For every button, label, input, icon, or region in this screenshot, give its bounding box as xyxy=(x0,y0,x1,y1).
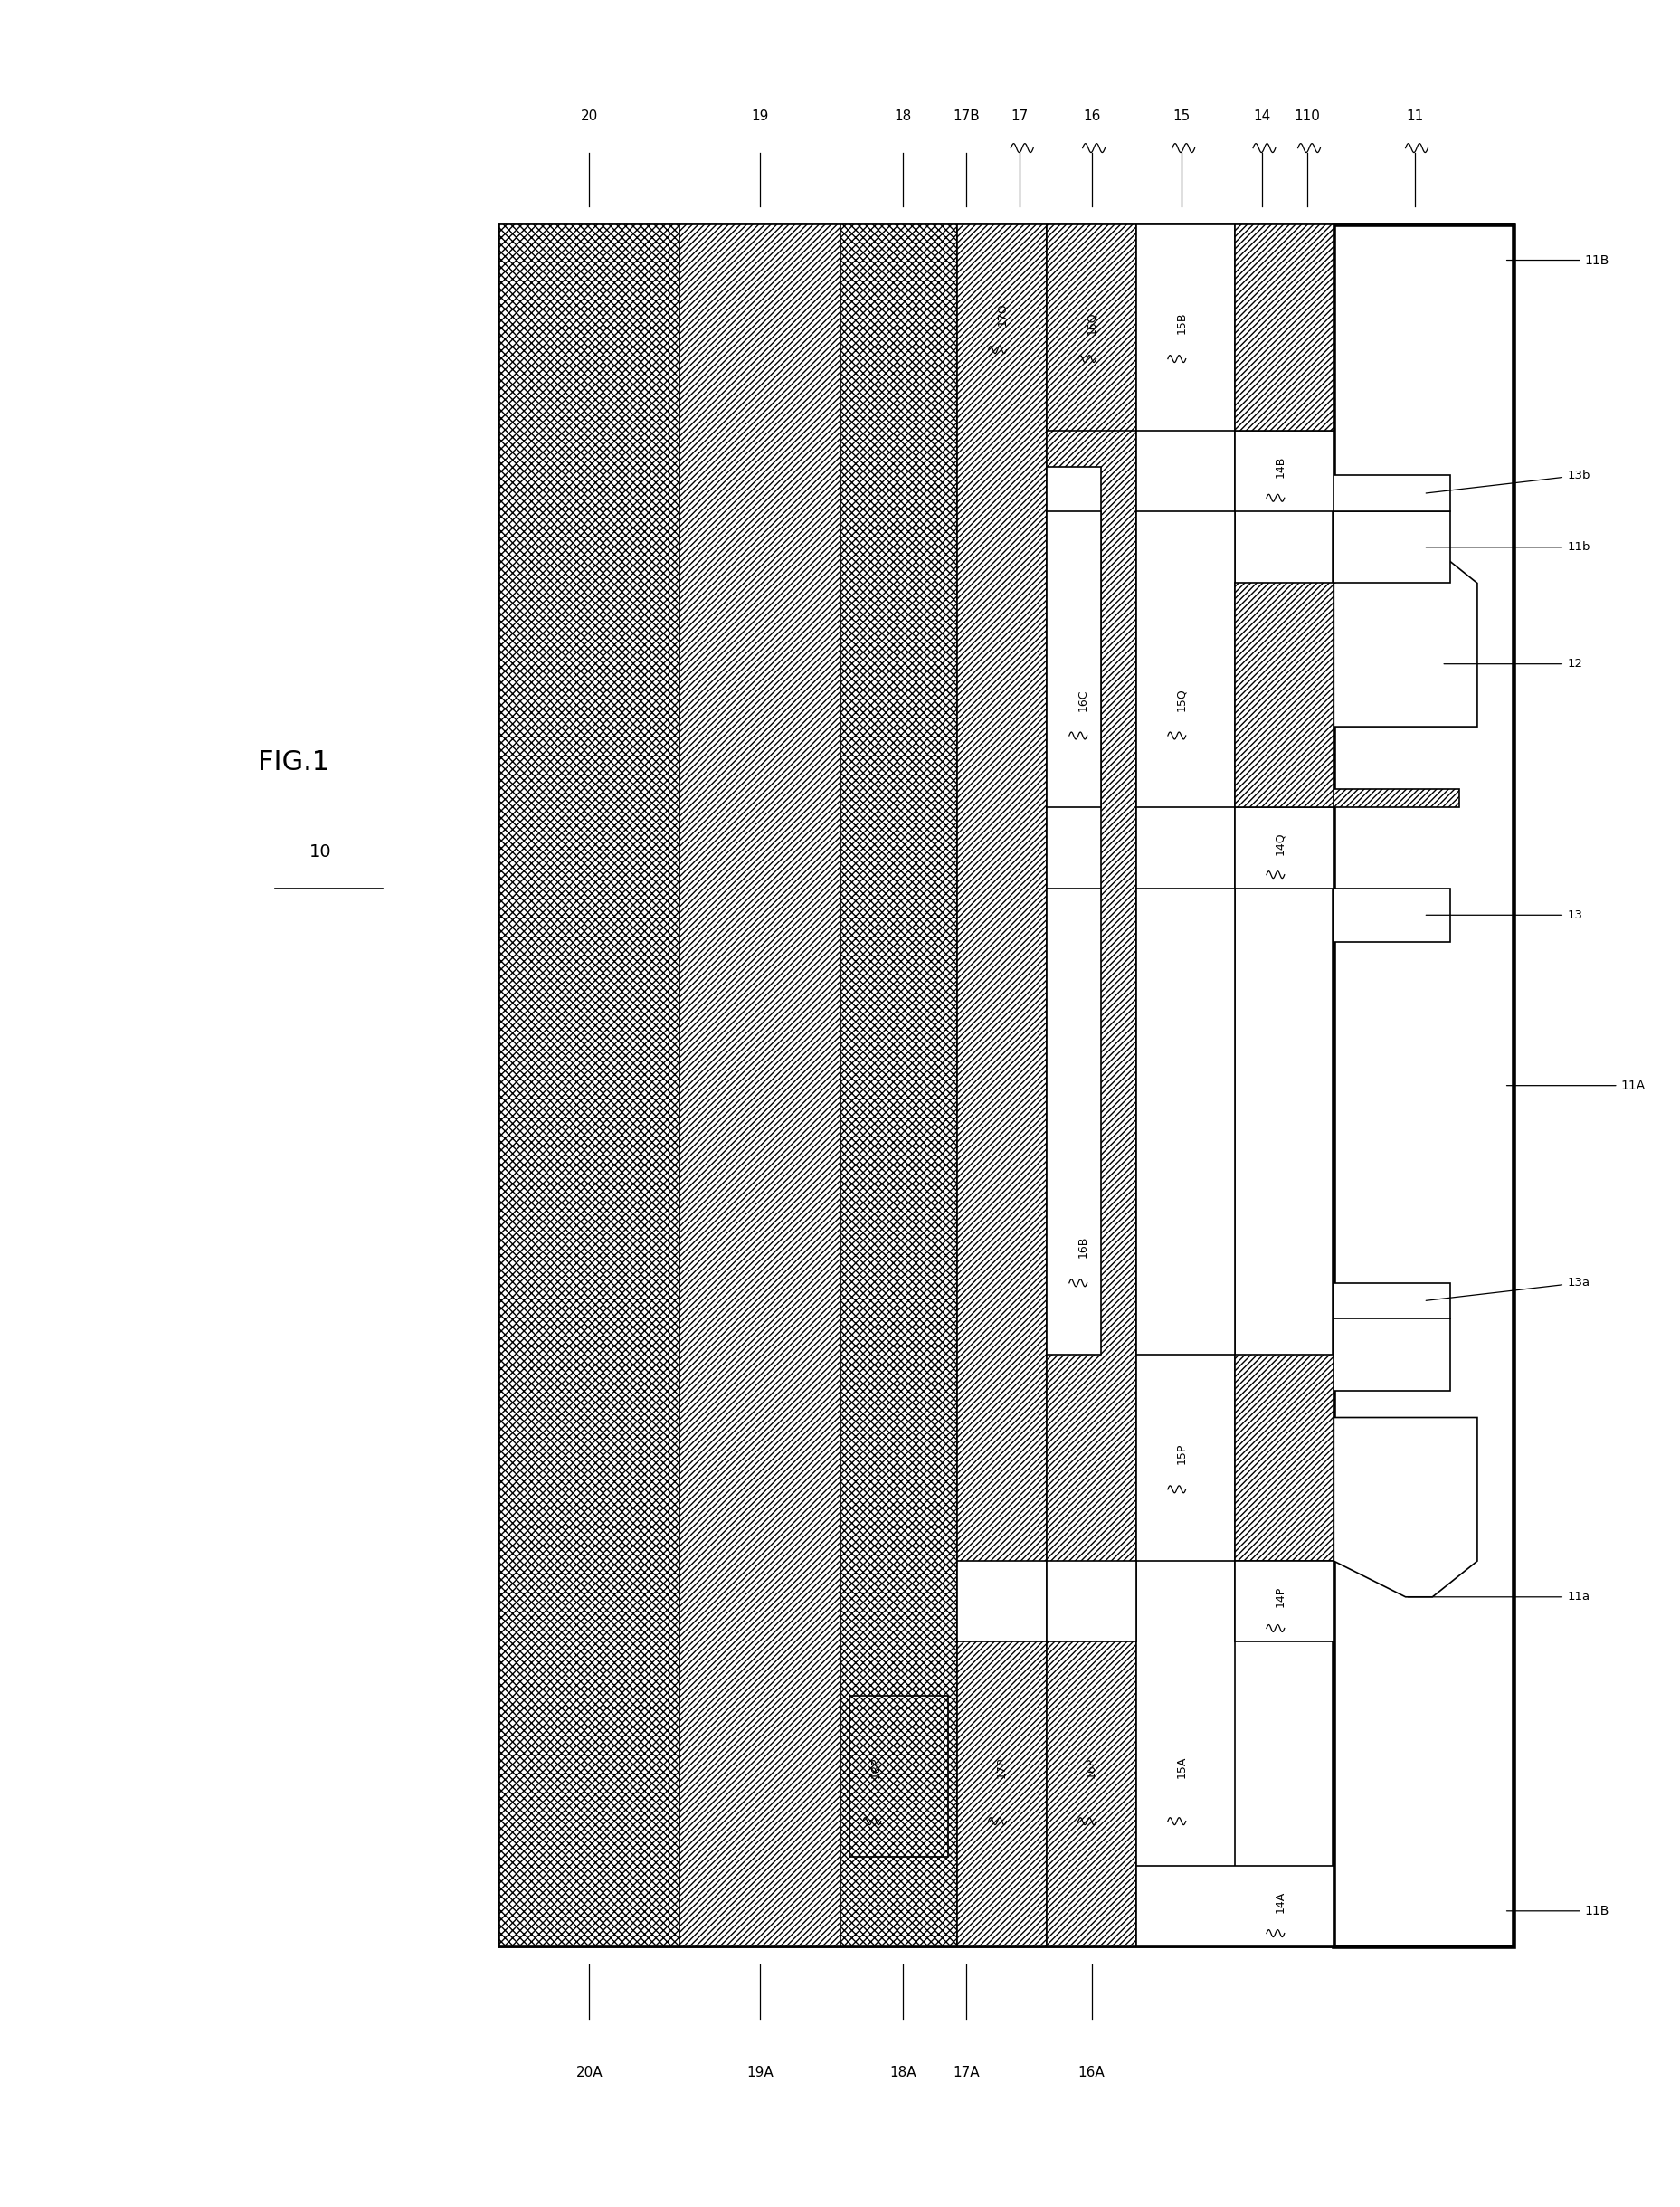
Text: 13: 13 xyxy=(1425,909,1581,920)
Bar xyxy=(1332,225,1512,1947)
Text: 14: 14 xyxy=(1253,110,1270,124)
Bar xyxy=(1235,1355,1332,1560)
Text: 15P: 15P xyxy=(1174,1443,1186,1463)
Text: 15Q: 15Q xyxy=(1174,689,1186,711)
Text: 15: 15 xyxy=(1173,110,1189,124)
Text: 17Q: 17Q xyxy=(996,302,1008,327)
Bar xyxy=(1332,1282,1450,1320)
Bar xyxy=(499,225,679,1947)
Text: 20A: 20A xyxy=(576,2066,603,2079)
Text: 17P: 17P xyxy=(996,1757,1008,1779)
Bar xyxy=(1332,512,1450,583)
Text: 18A: 18A xyxy=(889,2066,916,2079)
Polygon shape xyxy=(1332,1417,1477,1598)
Text: 18P: 18P xyxy=(870,1757,882,1779)
Text: 14A: 14A xyxy=(1273,1891,1285,1913)
Text: 13b: 13b xyxy=(1425,470,1589,492)
Text: 16B: 16B xyxy=(1077,1236,1089,1258)
Text: 16Q: 16Q xyxy=(1085,311,1097,335)
Text: 110: 110 xyxy=(1294,110,1319,124)
Bar xyxy=(1136,1867,1332,1947)
Bar xyxy=(1235,1560,1332,1642)
Text: 14B: 14B xyxy=(1273,455,1285,477)
Text: 11b: 11b xyxy=(1425,541,1589,554)
Text: 11B: 11B xyxy=(1505,254,1609,267)
Text: 16A: 16A xyxy=(1077,2066,1104,2079)
Text: 20: 20 xyxy=(580,110,598,124)
Bar xyxy=(1235,583,1332,808)
Text: 16P: 16P xyxy=(1085,1757,1097,1779)
Text: 17B: 17B xyxy=(953,110,979,124)
Bar xyxy=(1235,808,1332,887)
Text: 14Q: 14Q xyxy=(1273,832,1285,854)
Bar xyxy=(1332,1320,1450,1390)
Text: 18: 18 xyxy=(894,110,912,124)
Bar xyxy=(1047,1560,1136,1642)
Bar xyxy=(1047,512,1100,808)
Bar xyxy=(840,225,956,1947)
Text: 13a: 13a xyxy=(1425,1278,1589,1300)
Polygon shape xyxy=(1332,547,1477,726)
Text: 16C: 16C xyxy=(1077,689,1089,711)
Bar xyxy=(1235,225,1332,430)
Text: 12: 12 xyxy=(1443,658,1581,669)
Bar xyxy=(1332,790,1458,808)
Bar xyxy=(956,225,1047,1947)
Text: 15B: 15B xyxy=(1174,311,1186,333)
Bar xyxy=(1136,512,1235,808)
Text: 19: 19 xyxy=(751,110,768,124)
Text: 14P: 14P xyxy=(1273,1587,1285,1607)
Text: 11A: 11A xyxy=(1505,1079,1645,1092)
Bar xyxy=(1136,887,1235,1355)
Text: 11a: 11a xyxy=(1408,1591,1589,1602)
Bar xyxy=(848,1695,948,1856)
Bar xyxy=(1235,430,1332,512)
Text: 17: 17 xyxy=(1011,110,1028,124)
Bar xyxy=(1047,887,1100,1355)
Text: 11B: 11B xyxy=(1505,1905,1609,1918)
Bar xyxy=(1047,466,1100,898)
Bar xyxy=(679,225,840,1947)
Text: 10: 10 xyxy=(309,843,331,861)
Bar xyxy=(1136,225,1235,430)
Bar xyxy=(1332,475,1450,512)
Text: 17A: 17A xyxy=(953,2066,979,2079)
Text: 15A: 15A xyxy=(1174,1757,1186,1779)
Bar xyxy=(1136,225,1235,1947)
Text: FIG.1: FIG.1 xyxy=(257,750,329,775)
Bar xyxy=(956,1560,1047,1642)
Text: 11: 11 xyxy=(1404,110,1423,124)
Bar xyxy=(1047,225,1136,1947)
Bar xyxy=(499,225,1512,1947)
Bar xyxy=(1332,887,1450,942)
Text: 16: 16 xyxy=(1082,110,1100,124)
Bar xyxy=(1047,225,1136,430)
Text: 19A: 19A xyxy=(746,2066,773,2079)
